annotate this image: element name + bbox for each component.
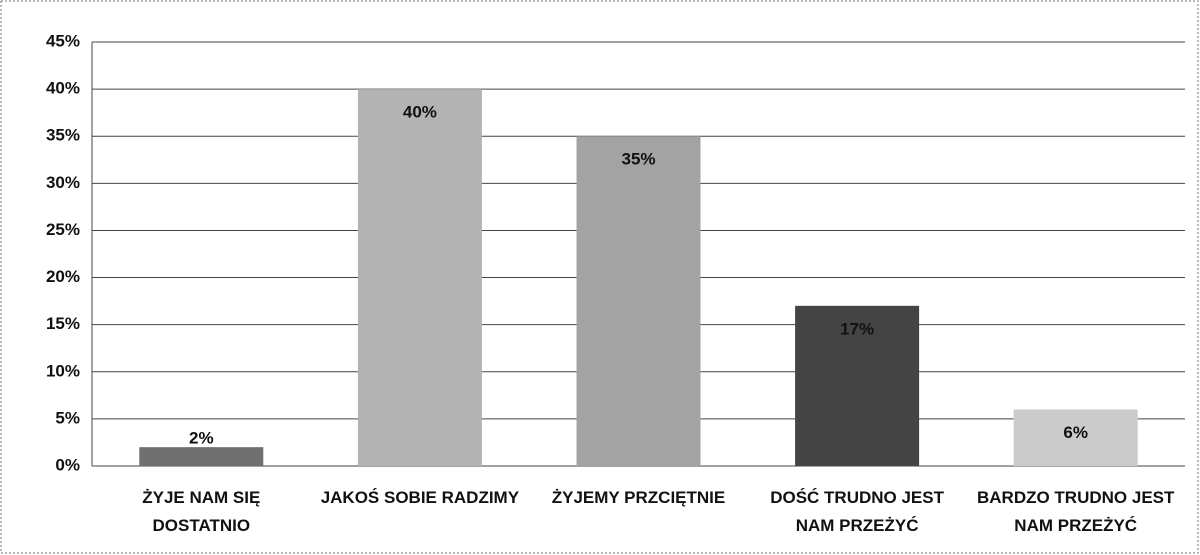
y-tick-label: 35% — [46, 126, 80, 145]
data-label: 40% — [403, 103, 437, 122]
y-tick-label: 15% — [46, 314, 80, 333]
data-label: 2% — [189, 429, 214, 448]
y-tick-label: 5% — [55, 408, 80, 427]
y-tick-label: 20% — [46, 267, 80, 286]
data-label: 35% — [621, 150, 655, 169]
y-tick-label: 45% — [46, 31, 80, 50]
bar — [576, 136, 701, 466]
y-tick-label: 0% — [55, 455, 80, 474]
y-tick-label: 25% — [46, 220, 80, 239]
bar — [139, 447, 264, 466]
bar — [357, 89, 482, 466]
x-tick-label: ŻYJE NAM SIĘ DOSTATNIO — [142, 488, 261, 535]
x-tick-label: ŻYJEMY PRZCIĘTNIE — [551, 488, 726, 507]
y-tick-label: 30% — [46, 173, 80, 192]
y-tick-label: 10% — [46, 361, 80, 380]
x-tick-label: DOŚĆ TRUDNO JEST NAM PRZEŻYĆ — [770, 488, 944, 535]
bar — [1013, 409, 1138, 466]
y-tick-label: 40% — [46, 79, 80, 98]
data-label: 6% — [1063, 423, 1088, 442]
x-tick-label: BARDZO TRUDNO JEST NAM PRZEŻYĆ — [976, 488, 1175, 535]
x-tick-label: JAKOŚ SOBIE RADZIMY — [320, 488, 520, 507]
data-label: 17% — [840, 319, 874, 338]
bar — [795, 305, 920, 466]
